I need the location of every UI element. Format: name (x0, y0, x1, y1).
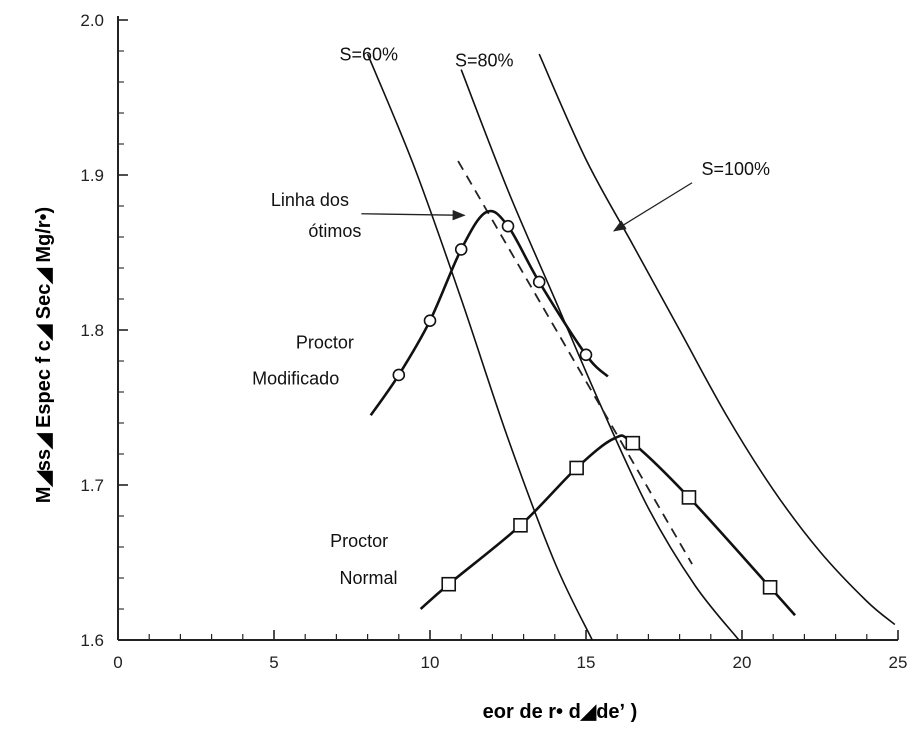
series-line (369, 209, 609, 416)
x-tick-label: 5 (269, 653, 278, 672)
y-tick-label: 1.6 (80, 631, 104, 650)
annotation-arrow (612, 182, 693, 232)
data-point-square (441, 576, 457, 592)
data-point-square (513, 517, 528, 533)
data-point-circle (392, 368, 406, 382)
x-tick-label: 0 (113, 653, 122, 672)
data-point-circle (579, 348, 593, 362)
x-tick-label: 15 (577, 653, 596, 672)
x-axis-label: eor de r• d◢deʼ ) (483, 701, 638, 723)
y-axis-label: M◢ss◢ Espec f c◢ Sec◢ Mg/r•) (33, 207, 55, 503)
x-tick-label: 20 (733, 653, 752, 672)
data-point-circle (423, 314, 437, 328)
data-point-circle (532, 275, 546, 289)
annotation-label: Normal (340, 568, 398, 588)
annotation-label: Linha dos (271, 190, 349, 210)
data-point-square (681, 490, 697, 505)
y-tick-label: 1.7 (80, 476, 104, 495)
y-tick-label: 1.8 (80, 321, 104, 340)
data-point-square (569, 460, 584, 476)
annotation-label: S=100% (701, 159, 770, 179)
data-point-circle (454, 243, 468, 256)
series-line (419, 434, 797, 617)
y-tick-label: 1.9 (80, 166, 104, 185)
annotation-label: S=80% (455, 51, 514, 71)
saturation-curve (460, 69, 740, 641)
data-point-circle (501, 219, 515, 233)
annotation-arrow (361, 209, 466, 221)
data-point-square (762, 579, 778, 595)
x-tick-label: 10 (421, 653, 440, 672)
data-point-square (625, 435, 641, 451)
x-tick-label: 25 (889, 653, 908, 672)
annotation-label: S=60% (340, 44, 399, 64)
annotation-label: Modificado (252, 368, 339, 388)
saturation-curve (366, 53, 593, 641)
annotation-label: Proctor (330, 531, 388, 551)
curves (366, 53, 896, 641)
y-tick-label: 2.0 (80, 11, 104, 30)
annotation-label: ótimos (308, 221, 361, 241)
saturation-curve (538, 53, 896, 626)
annotations: S=60% S=80% S=100% Linha dos ótimos Proctor Mo… (252, 44, 770, 588)
annotation-label: Proctor (296, 333, 354, 353)
axes: 0 5 10 15 20 25 1.6 1.7 1.8 1.9 2.0 (80, 11, 907, 672)
optimum-dashed-line (457, 160, 693, 565)
